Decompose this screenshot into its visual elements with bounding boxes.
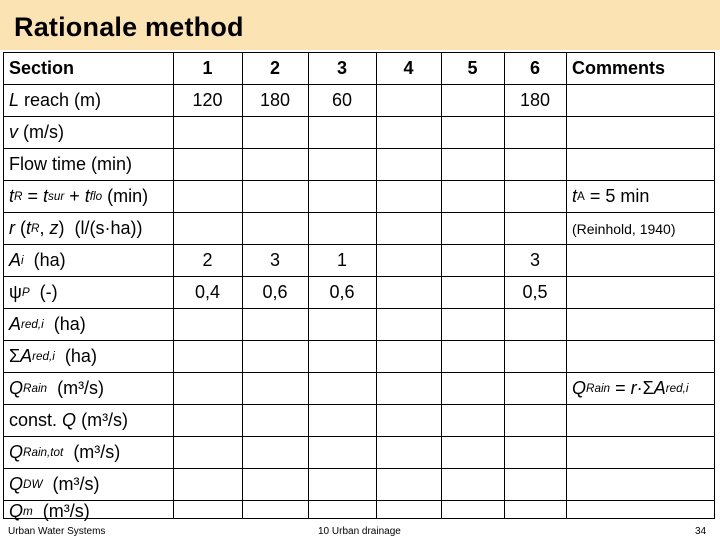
table-cell: 2 — [202, 250, 213, 270]
table-cell — [376, 245, 441, 276]
table-cell: 120 — [192, 90, 223, 110]
table-row-q-dw: Q DW (m³/s) — [4, 469, 714, 501]
table-cell: 180 — [519, 90, 551, 110]
table-cell — [376, 277, 441, 308]
table-cell: 60 — [331, 90, 353, 110]
table-row-rain-intensity: r (t R, z) (l/(s·ha)) (Reinhold, 1940) — [4, 213, 714, 245]
table-cell: 1 — [336, 250, 347, 270]
col-divider — [242, 53, 243, 518]
col-header-5: 5 — [467, 58, 478, 78]
row-label: Q DW (m³/s) — [9, 474, 100, 494]
table-row-q-rain-tot: Q Rain,tot (m³/s) — [4, 437, 714, 469]
footer-page-number: 34 — [695, 526, 707, 537]
table-cell — [441, 277, 504, 308]
col-header-2: 2 — [269, 58, 280, 78]
table-row-velocity: v (m/s) — [4, 117, 714, 149]
table-row-const-q: const. Q (m³/s) — [4, 405, 714, 437]
row-label: const. Q (m³/s) — [9, 410, 129, 430]
col-header-1: 1 — [202, 58, 213, 78]
page-title: Rationale method — [14, 12, 244, 42]
header-row: Section 1 2 3 4 5 6 Comments — [4, 53, 714, 85]
row-label: Q Rain,tot (m³/s) — [9, 442, 121, 462]
comment-reinhold: (Reinhold, 1940) — [572, 220, 676, 237]
col-divider — [376, 53, 377, 518]
table-cell: 3 — [269, 250, 280, 270]
section-header: Section — [9, 58, 75, 78]
col-header-6: 6 — [529, 58, 540, 78]
row-label: L reach (m) — [9, 90, 102, 110]
col-header-4: 4 — [403, 58, 414, 78]
rationale-table: Section 1 2 3 4 5 6 Comments L reach (m)… — [3, 52, 715, 521]
row-label: Q Rain (m³/s) — [9, 378, 105, 398]
col-divider — [566, 53, 567, 518]
table-row-flow-time: Flow time (min) — [4, 149, 714, 181]
table-cell: 180 — [259, 90, 291, 110]
table-cell — [441, 85, 504, 116]
footer-chapter: 10 Urban drainage — [318, 526, 401, 537]
table-cell: 3 — [529, 250, 540, 270]
table-cell: 0,6 — [329, 282, 355, 302]
table-cell: 0,5 — [522, 282, 548, 302]
title-bar: Rationale method — [0, 0, 720, 50]
table-row-length: L reach (m) 120 180 60 180 — [4, 85, 714, 117]
comments-header: Comments — [572, 58, 666, 78]
col-divider — [441, 53, 442, 518]
table-cell: 0,4 — [194, 282, 221, 302]
table-cell — [441, 245, 504, 276]
row-label: Flow time (min) — [9, 154, 133, 174]
footer-course: Urban Water Systems — [8, 526, 106, 537]
col-header-3: 3 — [336, 58, 347, 78]
col-divider — [308, 53, 309, 518]
row-label: v (m/s) — [9, 122, 64, 142]
col-divider — [173, 53, 174, 518]
table-cell — [376, 85, 441, 116]
table-cell: 0,6 — [262, 282, 288, 302]
row-label: r (t R, z) (l/(s·ha)) — [9, 218, 143, 238]
col-divider — [504, 53, 505, 518]
